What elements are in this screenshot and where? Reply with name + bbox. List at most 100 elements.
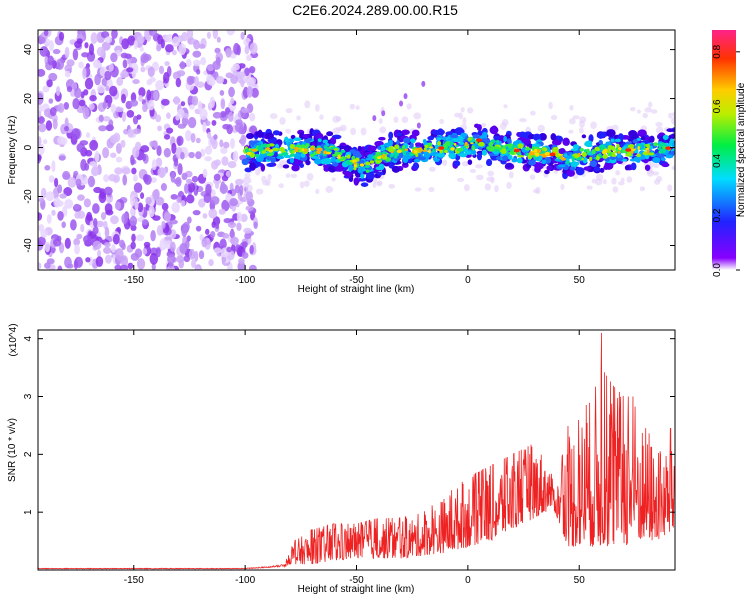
noise-blob [106,196,112,204]
signal-blob [257,145,264,152]
noise-blob [104,241,111,248]
noise-blob [234,178,244,186]
noise-blob [204,156,212,162]
signal-blob [353,167,357,171]
y-tick-label: 20 [23,93,34,105]
noise-blob [54,177,59,188]
peak-blob [476,138,482,143]
noise-blob [76,233,83,240]
noise-blob [193,39,201,50]
noise-blob [84,42,89,49]
noise-blob [151,159,157,171]
noise-blob [42,85,50,93]
streak-blob [403,93,408,100]
noise-blob [109,134,119,144]
noise-blob [184,130,192,142]
signal-blob [618,146,622,151]
haze-blob [303,180,310,187]
noise-blob [195,266,201,270]
haze-blob [611,124,619,131]
noise-blob [111,243,116,253]
signal-blob [598,140,603,145]
noise-blob [198,198,206,208]
noise-blob [161,220,166,229]
colorbar-tick-label: 0.0 [712,263,723,277]
haze-blob [244,173,251,179]
signal-blob [290,134,296,140]
signal-blob [272,147,280,152]
haze-blob [350,127,357,136]
signal-blob [569,166,576,171]
noise-blob [172,71,181,80]
signal-blob [529,151,534,156]
noise-blob [127,128,135,138]
noise-blob [221,156,229,166]
haze-blob [569,104,574,111]
haze-blob [611,177,617,185]
signal-blob [394,144,400,150]
noise-blob [215,75,225,84]
noise-blob [181,31,189,42]
signal-blob [396,132,402,137]
noise-blob [88,103,95,111]
noise-blob [149,247,158,256]
signal-blob [322,139,329,144]
signal-blob [411,129,420,137]
noise-blob [155,114,162,123]
noise-blob [133,39,138,50]
noise-blob [66,85,73,93]
noise-blob [183,255,191,263]
noise-blob [44,165,51,171]
spectrogram-panel: -150 -100 -50 0 50 -40 -20 0 20 40 Height of str… [7,29,676,295]
haze-blob [506,182,512,189]
figure-title: C2E6.2024.289.00.00.R15 [292,2,458,18]
noise-blob [196,68,201,75]
signal-blob [646,143,650,148]
snr-x-label: Height of straight line (km) [298,584,415,595]
noise-blob [108,63,114,72]
noise-blob [109,85,118,97]
noise-blob [121,167,131,175]
signal-blob [516,152,522,156]
noise-blob [66,59,75,67]
noise-blob [59,193,67,199]
snr-x-ticks: -150 -100 -50 0 50 [124,330,585,586]
haze-blob [277,163,284,169]
haze-blob [306,172,314,181]
signal-blob [505,143,510,147]
noise-blob [94,150,100,163]
signal-blob [564,161,571,164]
signal-blob [596,155,600,161]
x-tick-label: -100 [235,575,255,586]
signal-blob [566,169,576,177]
signal-blob [552,146,559,153]
noise-blob [122,59,128,69]
signal-blob [413,158,421,163]
signal-blob [328,165,337,173]
signal-blob [487,148,495,152]
noise-blob [114,167,123,175]
signal-blob [343,145,352,153]
signal-blob [377,145,382,150]
noise-blob [71,128,81,140]
haze-blob [629,107,636,112]
noise-blob [180,101,186,107]
noise-blob [156,145,162,157]
streak-blob [399,100,404,107]
signal-blob [640,135,646,141]
haze-blob [503,104,508,109]
signal-blob [471,145,476,151]
noise-blob [169,241,176,252]
signal-blob [364,165,371,169]
noise-blob [157,125,162,132]
noise-blob [83,198,91,208]
signal-blob [474,123,480,129]
noise-blob [155,196,165,206]
signal-blob [365,169,370,173]
haze-blob [319,114,324,120]
haze-blob [568,129,574,134]
noise-blob [146,89,152,101]
signal-blob [599,167,605,173]
noise-blob [164,61,170,67]
haze-blob [475,174,484,181]
